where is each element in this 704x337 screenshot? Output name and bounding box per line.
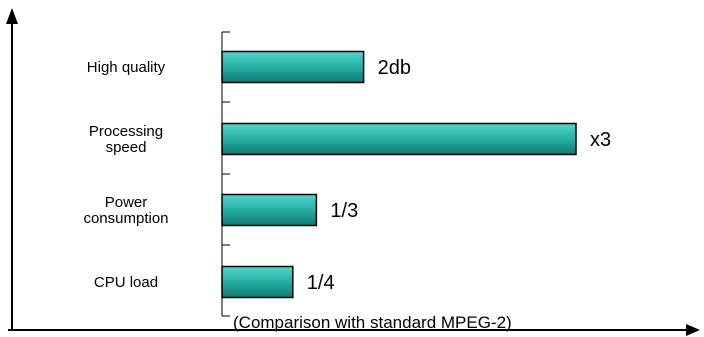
value-label-0: 2db: [378, 57, 411, 79]
y-axis-arrowhead: [6, 8, 18, 24]
category-label-0: High quality: [87, 59, 166, 76]
bar-2: [221, 193, 318, 227]
category-label-3: CPU load: [94, 274, 158, 291]
value-label-2: 1/3: [330, 200, 358, 222]
bar-0: [221, 50, 365, 84]
category-label-2: Power consumption: [83, 194, 168, 227]
category-label-1: Processing speed: [89, 123, 163, 156]
value-label-1: x3: [590, 129, 611, 151]
comparison-note: (Comparison with standard MPEG-2): [233, 313, 512, 332]
bar-1: [221, 122, 577, 156]
bar-3: [221, 265, 294, 299]
bars-group: High quality 2db Processing speed x3 Power con…: [83, 50, 611, 299]
x-axis-arrowhead: [686, 324, 700, 336]
baseline-ticks: [222, 31, 230, 317]
value-label-3: 1/4: [307, 272, 335, 294]
